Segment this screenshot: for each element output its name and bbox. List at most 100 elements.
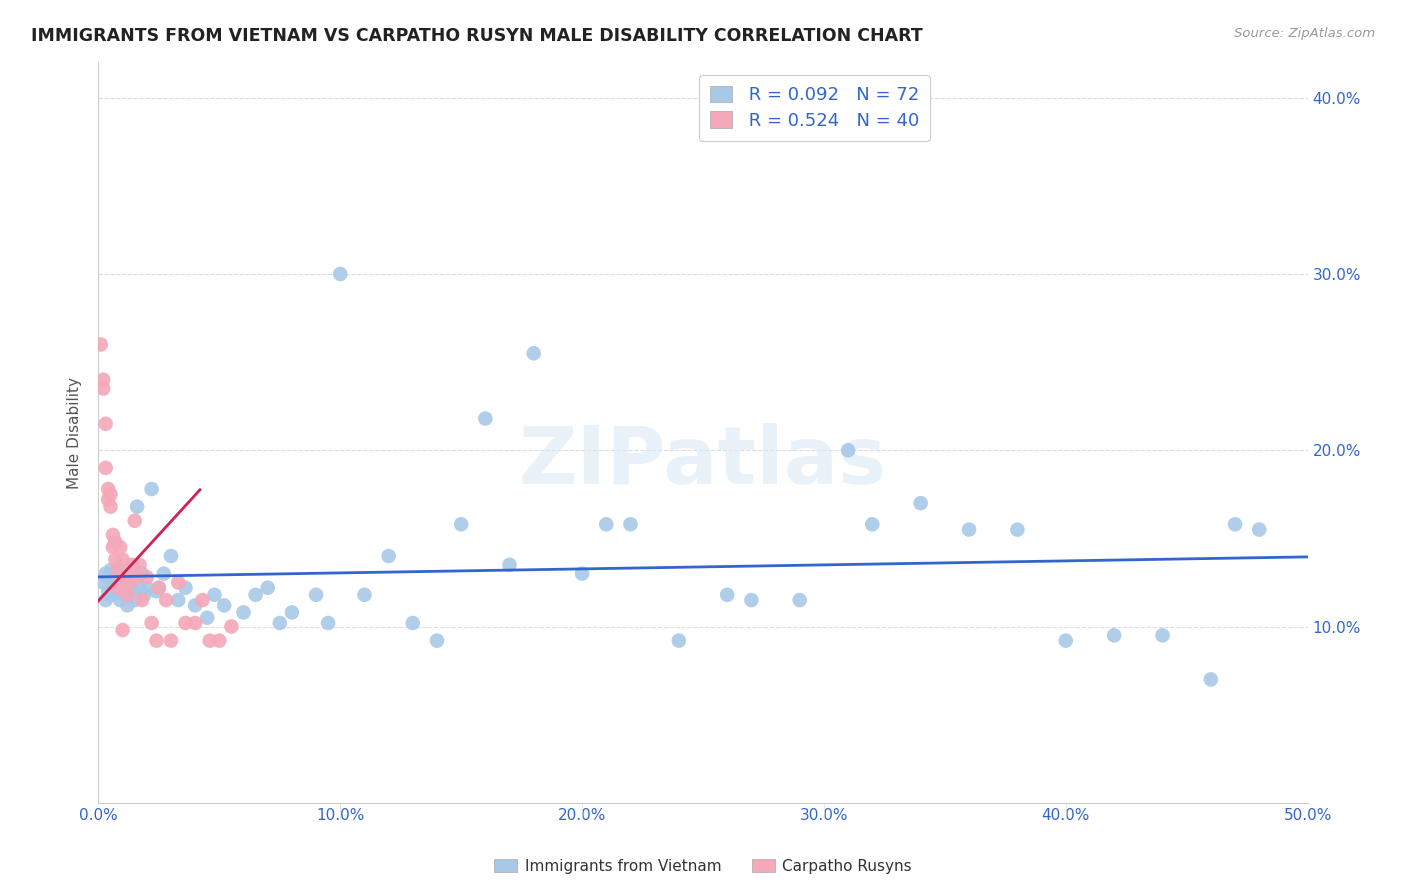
Point (100, 588, 122, 602)
Point (135, 581, 157, 595)
Point (111, 623, 134, 637)
Point (111, 552, 134, 566)
Point (232, 606, 254, 620)
Point (134, 588, 156, 602)
Point (498, 558, 520, 572)
Point (111, 584, 134, 599)
Point (127, 500, 149, 514)
Point (118, 575, 141, 590)
Point (91, 575, 114, 590)
Point (97, 570, 120, 584)
Point (108, 593, 131, 607)
Point (100, 487, 122, 501)
Point (619, 517, 641, 532)
Point (402, 615, 425, 630)
Point (128, 558, 150, 572)
Point (101, 540, 124, 554)
Point (91, 382, 114, 396)
Legend:  R = 0.092   N = 72,  R = 0.524   N = 40: R = 0.092 N = 72, R = 0.524 N = 40 (699, 75, 929, 141)
Point (107, 581, 129, 595)
Point (127, 570, 149, 584)
Point (97, 584, 120, 599)
Point (191, 593, 214, 607)
Point (1054, 633, 1077, 648)
Point (256, 581, 278, 595)
Point (104, 586, 127, 600)
Point (245, 588, 267, 602)
Legend: Immigrants from Vietnam, Carpatho Rusyns: Immigrants from Vietnam, Carpatho Rusyns (488, 853, 918, 880)
Point (117, 588, 139, 602)
Point (155, 593, 177, 607)
Point (595, 517, 617, 532)
Point (131, 593, 153, 607)
Point (124, 593, 146, 607)
Point (198, 633, 221, 648)
Point (108, 563, 131, 577)
Point (121, 581, 143, 595)
Point (195, 610, 218, 624)
Point (91, 373, 114, 387)
Point (316, 615, 339, 630)
Point (141, 482, 163, 496)
Point (212, 599, 235, 613)
Point (97, 492, 120, 507)
Point (94, 593, 117, 607)
Point (167, 593, 190, 607)
Point (124, 514, 146, 528)
Point (910, 496, 932, 510)
Point (860, 517, 883, 532)
Point (108, 540, 131, 554)
Point (111, 575, 134, 590)
Point (107, 563, 129, 577)
Point (221, 619, 243, 633)
Point (100, 500, 122, 514)
Point (117, 599, 139, 613)
Point (474, 411, 496, 425)
Point (100, 563, 122, 577)
Point (377, 549, 399, 563)
Point (329, 267, 352, 281)
Point (174, 581, 197, 595)
Point (148, 581, 170, 595)
Text: IMMIGRANTS FROM VIETNAM VS CARPATHO RUSYN MALE DISABILITY CORRELATION CHART: IMMIGRANTS FROM VIETNAM VS CARPATHO RUSY… (31, 27, 922, 45)
Point (94, 417, 117, 431)
Point (353, 588, 375, 602)
Point (208, 633, 231, 648)
Point (152, 566, 174, 581)
Point (135, 570, 157, 584)
Point (1152, 628, 1174, 642)
Text: ZIPatlas: ZIPatlas (519, 423, 887, 501)
Point (104, 552, 127, 566)
Point (131, 566, 153, 581)
Point (97, 482, 120, 496)
Point (269, 615, 291, 630)
Point (121, 558, 143, 572)
Point (167, 575, 190, 590)
Point (104, 535, 127, 549)
Point (107, 581, 129, 595)
Point (957, 523, 980, 537)
Point (174, 615, 197, 630)
Point (1007, 523, 1029, 537)
Point (204, 588, 226, 602)
Point (789, 593, 811, 607)
Point (160, 633, 183, 648)
Point (716, 588, 738, 602)
Point (108, 575, 131, 590)
Point (1102, 628, 1125, 642)
Point (184, 599, 207, 613)
Point (128, 581, 150, 595)
Point (145, 633, 167, 648)
Point (94, 566, 117, 581)
Point (426, 633, 449, 648)
Point (101, 528, 124, 542)
Point (90, 337, 112, 351)
Y-axis label: Male Disability: Male Disability (67, 376, 83, 489)
Point (523, 346, 546, 360)
Point (571, 566, 593, 581)
Point (101, 575, 124, 590)
Point (160, 549, 183, 563)
Point (1223, 517, 1246, 532)
Point (837, 443, 859, 458)
Point (118, 570, 141, 584)
